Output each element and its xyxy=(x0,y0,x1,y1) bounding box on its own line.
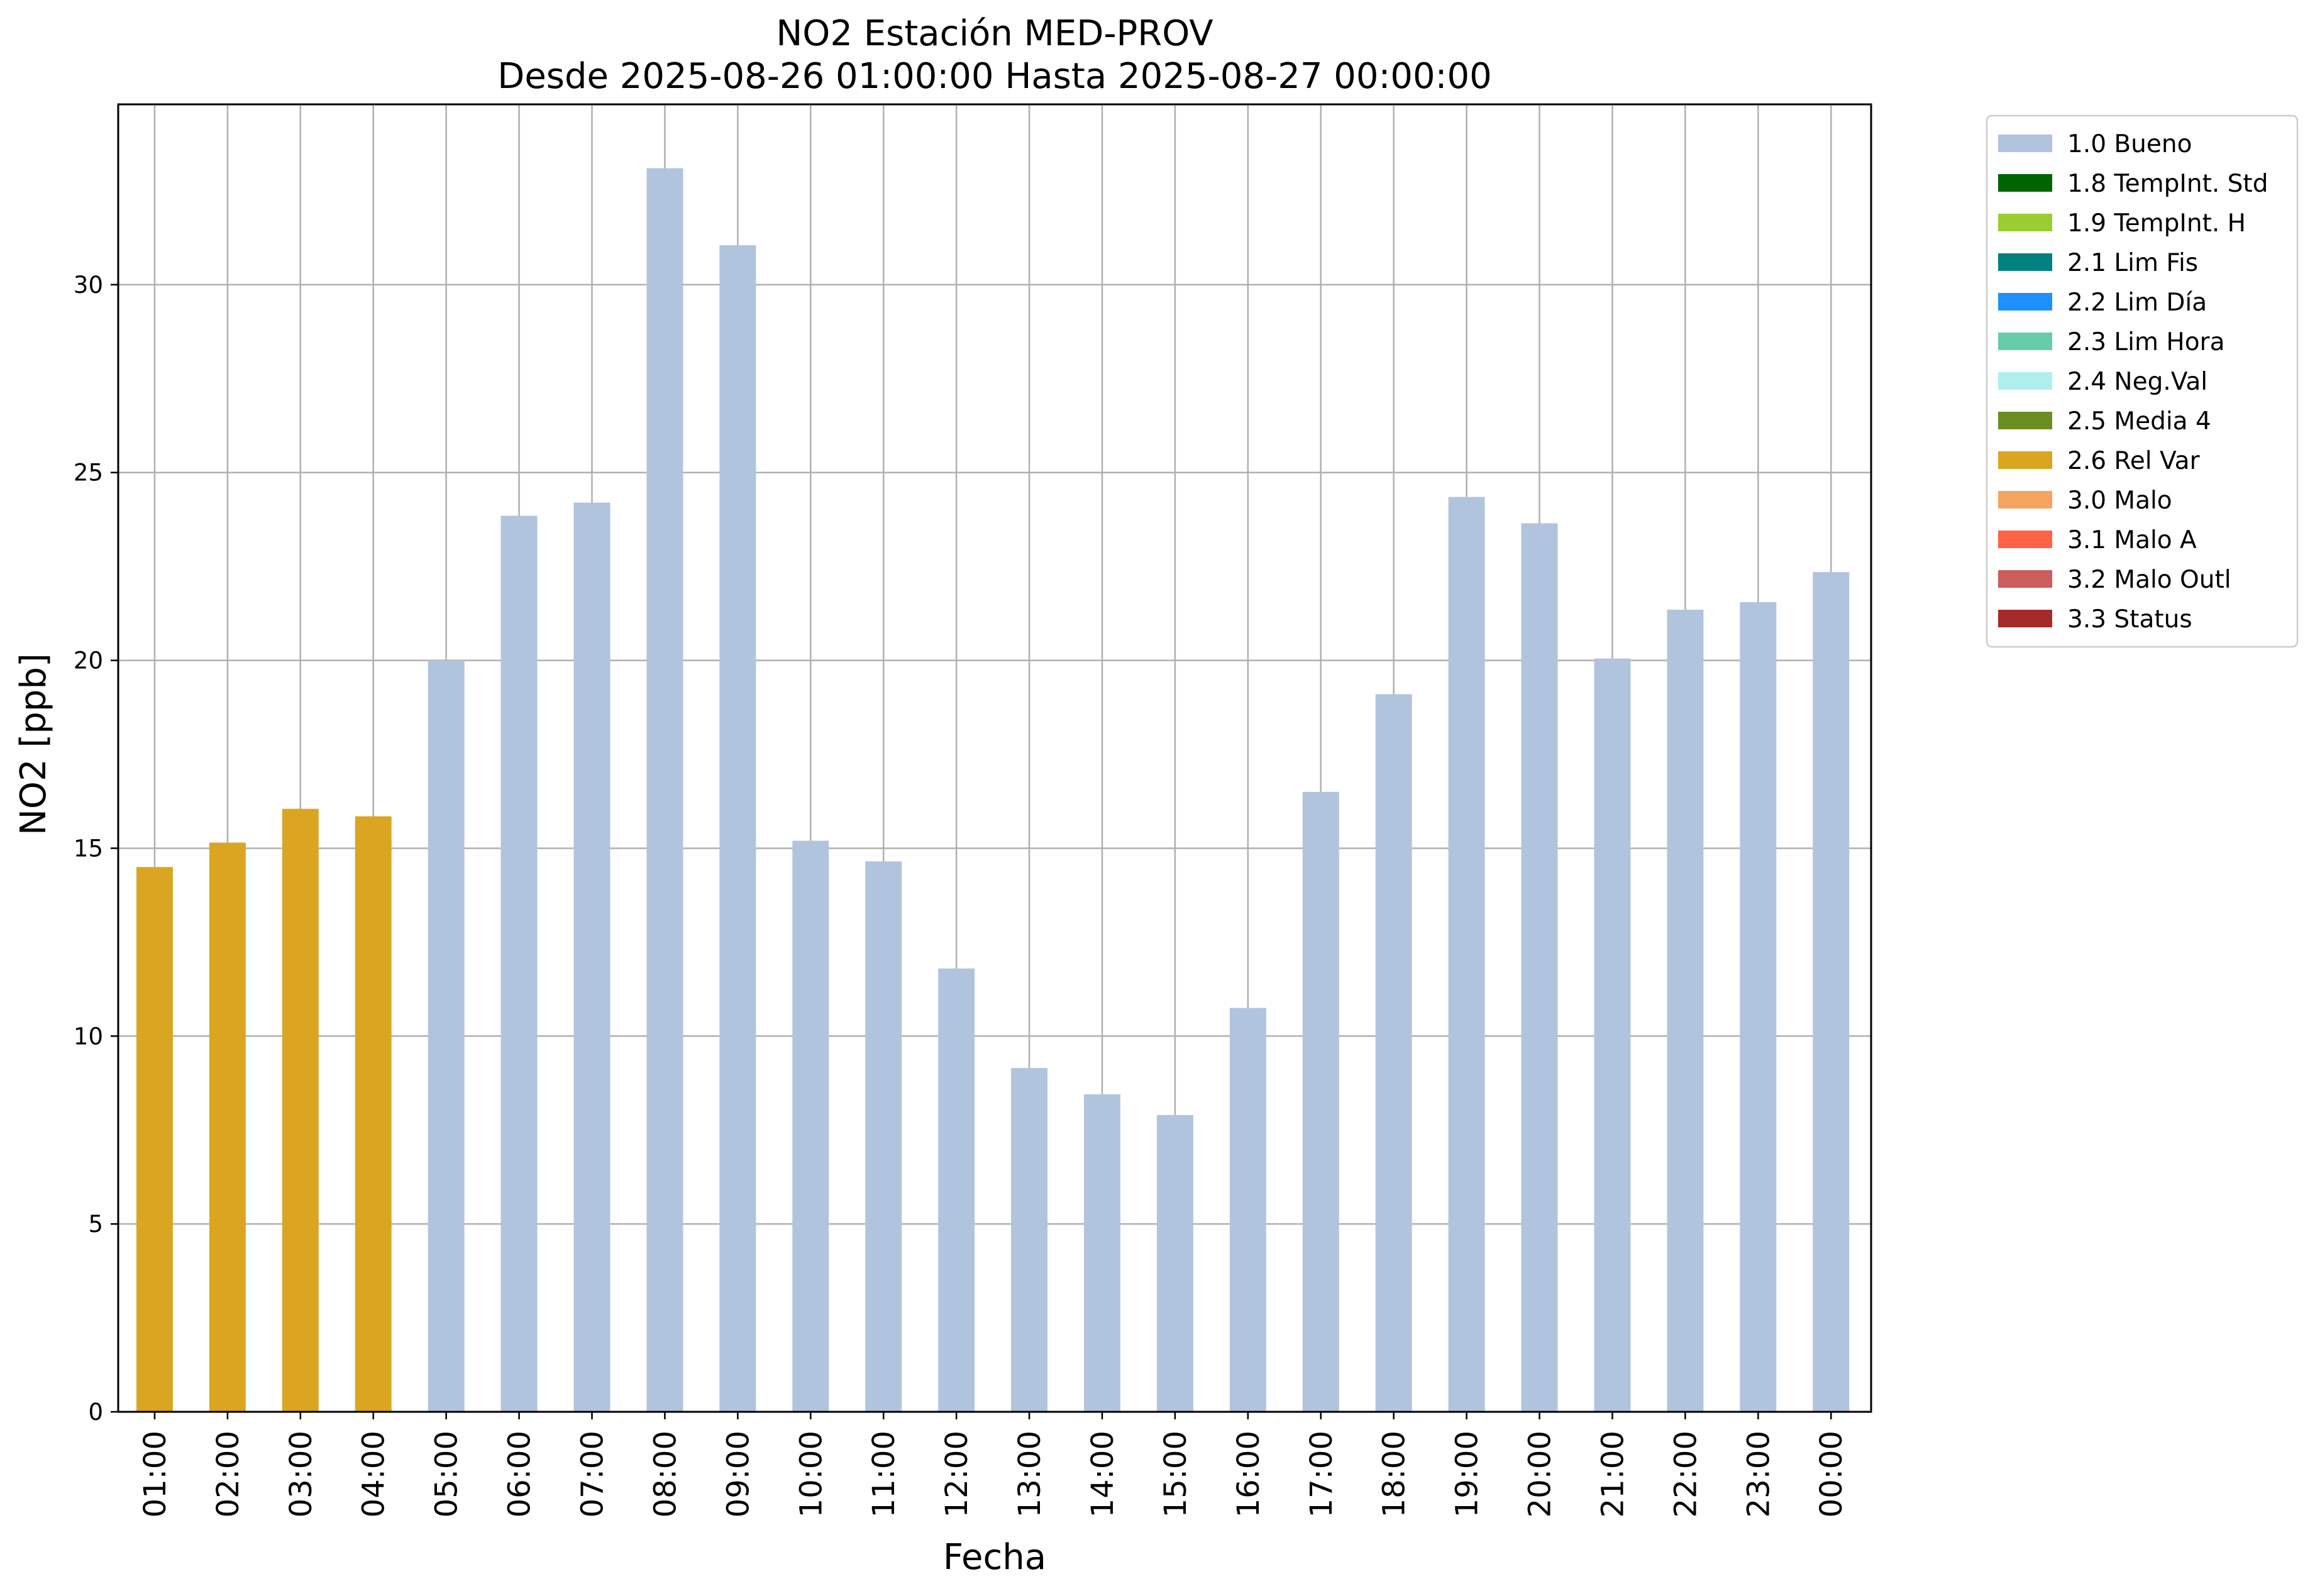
bar xyxy=(1594,658,1631,1412)
legend-swatch xyxy=(1998,491,2052,509)
bar xyxy=(1302,791,1339,1412)
legend-label: 3.2 Malo Outl xyxy=(2067,566,2231,594)
bar xyxy=(1667,609,1704,1412)
bar xyxy=(1084,1094,1120,1412)
y-tick-label: 10 xyxy=(74,1023,103,1050)
bar xyxy=(428,660,465,1412)
x-tick-label: 13:00 xyxy=(1012,1431,1047,1517)
y-tick-label: 25 xyxy=(74,460,103,487)
x-tick-label: 09:00 xyxy=(721,1431,756,1517)
x-tick-label: 00:00 xyxy=(1814,1431,1849,1517)
x-tick-label: 02:00 xyxy=(211,1431,246,1517)
x-tick-label: 21:00 xyxy=(1595,1431,1630,1517)
legend-swatch xyxy=(1998,610,2052,627)
legend-label: 2.2 Lim Día xyxy=(2067,289,2207,317)
y-tick-label: 0 xyxy=(88,1399,103,1426)
x-tick-label: 11:00 xyxy=(866,1431,902,1517)
x-tick-label: 23:00 xyxy=(1741,1431,1776,1517)
legend-label: 1.8 TempInt. Std xyxy=(2067,170,2268,198)
y-tick-label: 5 xyxy=(88,1211,103,1238)
bar xyxy=(1229,1008,1266,1412)
bar xyxy=(355,816,392,1412)
bar xyxy=(1156,1114,1193,1412)
legend-swatch xyxy=(1998,531,2052,548)
bar xyxy=(209,842,246,1412)
x-tick-label: 14:00 xyxy=(1085,1431,1120,1517)
x-axis-label: Fecha xyxy=(943,1537,1046,1578)
bar xyxy=(719,245,756,1412)
plot-area-frame xyxy=(117,103,1872,1413)
legend-swatch xyxy=(1998,135,2052,152)
legend-label: 2.5 Media 4 xyxy=(2067,407,2211,436)
bar xyxy=(1375,694,1412,1412)
x-tick-label: 15:00 xyxy=(1158,1431,1193,1517)
legend-label: 3.0 Malo xyxy=(2067,487,2172,515)
legend-swatch xyxy=(1998,253,2052,271)
legend-label: 1.9 TempInt. H xyxy=(2067,209,2246,238)
legend-swatch xyxy=(1998,570,2052,588)
x-tick-label: 10:00 xyxy=(793,1431,829,1517)
bar xyxy=(1011,1068,1048,1412)
bar xyxy=(1813,572,1850,1412)
y-tick-label: 15 xyxy=(74,835,103,862)
y-axis-label: NO2 [ppb] xyxy=(13,653,54,835)
x-tick-label: 22:00 xyxy=(1668,1431,1703,1517)
bar xyxy=(938,968,975,1412)
x-tick-label: 12:00 xyxy=(939,1431,975,1517)
legend-swatch xyxy=(1998,293,2052,311)
bar xyxy=(865,861,902,1412)
legend-frame xyxy=(1986,114,2299,648)
x-tick-label: 16:00 xyxy=(1231,1431,1266,1517)
y-tick-label: 20 xyxy=(74,647,103,674)
x-tick-label: 03:00 xyxy=(284,1431,319,1517)
legend-swatch xyxy=(1998,174,2052,192)
legend-swatch xyxy=(1998,372,2052,390)
bar xyxy=(1448,497,1485,1412)
x-axis-ticks: 01:00 02:00 03:00 04:00 05:00 06:00 07:00 08:00… xyxy=(138,1412,1849,1517)
x-tick-label: 01:00 xyxy=(138,1431,173,1517)
bar-series xyxy=(136,168,1850,1412)
legend-label: 2.1 Lim Fis xyxy=(2067,249,2198,277)
bar xyxy=(573,502,611,1412)
legend-swatch xyxy=(1998,412,2052,429)
chart-title: NO2 Estación MED-PROV xyxy=(776,13,1213,54)
x-tick-label: 19:00 xyxy=(1450,1431,1485,1517)
bar xyxy=(792,840,829,1412)
legend-label: 2.6 Rel Var xyxy=(2067,447,2201,475)
bar xyxy=(1740,602,1777,1412)
x-tick-label: 05:00 xyxy=(429,1431,465,1517)
x-tick-label: 17:00 xyxy=(1304,1431,1339,1517)
legend-label: 2.4 Neg.Val xyxy=(2067,368,2207,396)
legend-swatch xyxy=(1998,214,2052,231)
y-axis-ticks: 0 5 10 15 20 25 30 xyxy=(74,272,118,1426)
bar xyxy=(1521,523,1558,1412)
legend-label: 2.3 Lim Hora xyxy=(2067,328,2225,356)
legend-swatch xyxy=(1998,333,2052,350)
x-tick-label: 18:00 xyxy=(1377,1431,1412,1517)
x-tick-label: 04:00 xyxy=(356,1431,392,1517)
legend-label: 3.3 Status xyxy=(2067,605,2192,634)
legend-swatch xyxy=(1998,451,2052,469)
x-tick-label: 07:00 xyxy=(575,1431,611,1517)
bar xyxy=(646,168,683,1412)
legend-label: 1.0 Bueno xyxy=(2067,130,2192,158)
y-tick-label: 30 xyxy=(74,272,103,299)
x-tick-label: 20:00 xyxy=(1523,1431,1558,1517)
bar xyxy=(136,867,173,1412)
chart-subtitle: Desde 2025-08-26 01:00:00 Hasta 2025-08-… xyxy=(497,56,1492,97)
x-tick-label: 06:00 xyxy=(502,1431,538,1517)
bar xyxy=(282,808,319,1412)
legend-label: 3.1 Malo A xyxy=(2067,526,2197,554)
legend: 1.0 Bueno 1.8 TempInt. Std 1.9 TempInt. H 2… xyxy=(1986,114,2299,648)
bar xyxy=(500,515,538,1412)
x-tick-label: 08:00 xyxy=(648,1431,683,1517)
